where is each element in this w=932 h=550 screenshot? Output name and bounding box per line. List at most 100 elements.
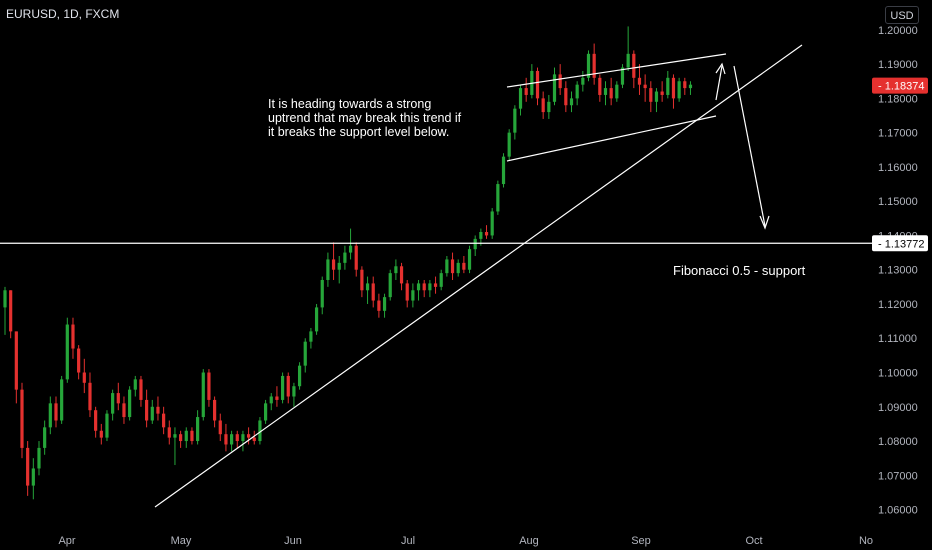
currency-button[interactable]: USD bbox=[885, 6, 919, 24]
candles-layer bbox=[3, 26, 693, 500]
price-tick-label: 1.12000 bbox=[878, 299, 918, 311]
candle-body bbox=[213, 399, 217, 421]
candle-body bbox=[320, 279, 324, 308]
price-tick-label: 1.17000 bbox=[878, 128, 918, 140]
candle-body bbox=[433, 283, 438, 287]
candle-body bbox=[235, 434, 239, 442]
candle-body bbox=[598, 77, 602, 95]
candle-body bbox=[173, 434, 177, 438]
support-price-tag bbox=[872, 235, 928, 252]
down-arrowhead bbox=[759, 215, 770, 230]
candle-body bbox=[558, 74, 562, 89]
candle-body bbox=[377, 300, 381, 311]
candle-body bbox=[190, 430, 194, 442]
candle-body bbox=[416, 283, 421, 291]
time-axis[interactable]: Apr May Jun Jul Aug Sep Oct No bbox=[58, 535, 873, 547]
current-price-label: - 1.18374 bbox=[878, 81, 924, 93]
candle-body bbox=[122, 403, 126, 418]
price-tick-label: 1.18000 bbox=[878, 93, 918, 105]
candle-body bbox=[456, 262, 460, 274]
candle-body bbox=[94, 410, 98, 431]
candle-body bbox=[309, 331, 313, 342]
candle-body bbox=[156, 406, 160, 414]
candle-body bbox=[218, 420, 222, 435]
candle-body bbox=[348, 245, 353, 253]
price-tick-label: 1.13000 bbox=[878, 265, 918, 277]
candle-body bbox=[660, 91, 664, 95]
candle-body bbox=[592, 53, 596, 78]
price-tick-label: 1.16000 bbox=[878, 162, 918, 174]
candle-body bbox=[82, 372, 86, 383]
price-tick-label: 1.09000 bbox=[878, 402, 918, 414]
candle-body bbox=[326, 259, 330, 280]
fibonacci-label[interactable]: Fibonacci 0.5 - support bbox=[673, 263, 806, 278]
candle-body bbox=[388, 273, 392, 298]
candle-body bbox=[252, 437, 256, 442]
candle-body bbox=[201, 372, 205, 418]
price-tick-label: 1.21000 bbox=[878, 0, 918, 3]
time-tick-label: Jul bbox=[401, 535, 415, 547]
candle-body bbox=[150, 406, 154, 421]
candle-body bbox=[501, 156, 506, 185]
candle-body bbox=[411, 290, 415, 301]
candle-body bbox=[77, 348, 81, 373]
candle-body bbox=[99, 430, 103, 438]
candle-body bbox=[609, 88, 613, 99]
candle-body bbox=[167, 427, 171, 438]
candle-body bbox=[230, 434, 234, 445]
candle-body bbox=[688, 84, 693, 89]
time-tick-label: Sep bbox=[631, 535, 651, 547]
price-tick-label: 1.07000 bbox=[878, 470, 918, 482]
candle-body bbox=[292, 386, 296, 397]
price-axis[interactable]: 1.21000 1.20000 1.19000 1.18000 1.17000 1.160… bbox=[872, 0, 928, 517]
drawings-layer bbox=[0, 44, 872, 508]
channel-upper-line bbox=[506, 53, 727, 88]
candle-body bbox=[275, 396, 279, 400]
candle-body bbox=[496, 184, 500, 212]
candle-body bbox=[620, 67, 625, 85]
candle-body bbox=[360, 269, 364, 291]
candle-body bbox=[343, 252, 347, 263]
up-arrow bbox=[715, 65, 723, 101]
candle-body bbox=[422, 283, 426, 291]
current-price-tag bbox=[872, 77, 928, 94]
candle-body bbox=[3, 290, 7, 308]
candle-body bbox=[524, 88, 528, 95]
candle-body bbox=[513, 108, 517, 133]
candle-body bbox=[490, 211, 494, 236]
price-tick-label: 1.11000 bbox=[878, 333, 917, 345]
symbol-title: EURUSD, 1D, FXCM bbox=[6, 7, 120, 21]
price-tick-label: 1.08000 bbox=[878, 436, 918, 448]
candle-body bbox=[184, 430, 188, 442]
channel-lower-line bbox=[506, 115, 717, 162]
candle-body bbox=[382, 297, 387, 311]
candle-body bbox=[586, 53, 591, 78]
candle-body bbox=[31, 468, 35, 486]
candle-body bbox=[462, 262, 466, 270]
candle-body bbox=[445, 259, 449, 274]
candle-body bbox=[139, 379, 143, 400]
candle-body bbox=[399, 266, 404, 284]
candle-body bbox=[564, 88, 568, 106]
annotation-text[interactable]: It is heading towards a strong uptrend t… bbox=[268, 97, 462, 139]
candle-body bbox=[683, 81, 687, 89]
candle-body bbox=[450, 259, 455, 274]
price-tick-label: 1.20000 bbox=[878, 25, 918, 37]
candle-body bbox=[116, 393, 120, 404]
candle-body bbox=[569, 98, 574, 106]
candle-body bbox=[518, 88, 523, 109]
candle-body bbox=[48, 403, 52, 428]
candle-body bbox=[507, 132, 511, 157]
candle-body bbox=[133, 379, 137, 390]
candle-body bbox=[371, 283, 375, 301]
candle-body bbox=[365, 283, 370, 291]
candle-body bbox=[428, 283, 432, 291]
candle-body bbox=[9, 290, 13, 332]
candle-body bbox=[581, 77, 585, 85]
candle-body bbox=[145, 399, 149, 421]
candle-body bbox=[286, 375, 290, 397]
candle-body bbox=[196, 417, 200, 442]
candle-body bbox=[467, 249, 472, 270]
price-tick-label: 1.15000 bbox=[878, 196, 918, 208]
